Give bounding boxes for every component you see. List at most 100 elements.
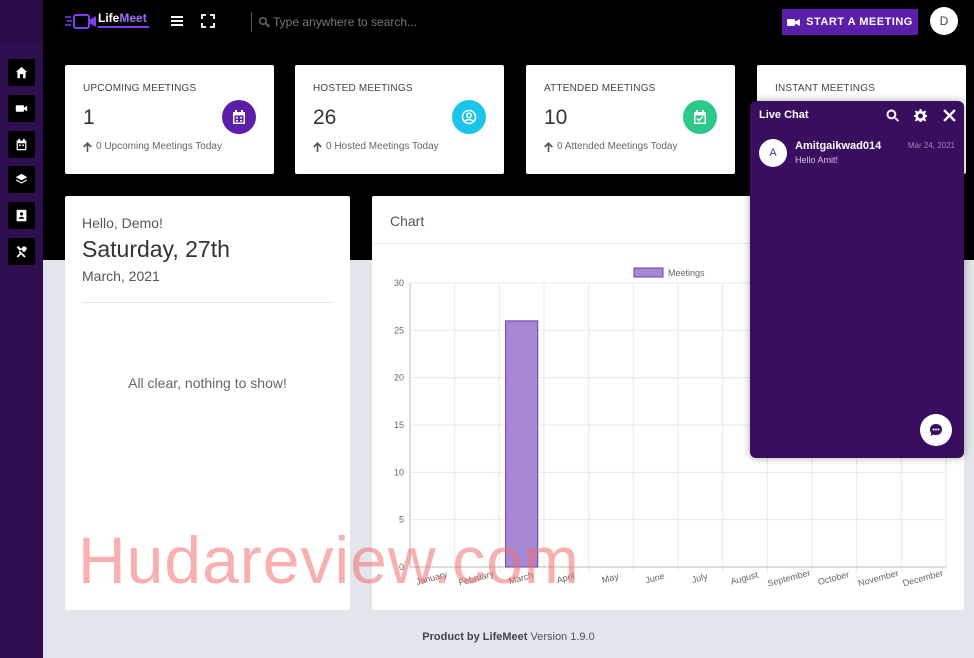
chat-avatar: A	[759, 139, 787, 167]
stat-value: 10	[544, 106, 568, 129]
logo-underline	[98, 26, 149, 28]
x-tick-label: May	[601, 571, 620, 585]
gear-icon	[914, 109, 927, 122]
live-chat-title: Live Chat	[759, 109, 809, 121]
stat-sub: 0 Hosted Meetings Today	[313, 141, 439, 152]
y-tick-label: 30	[394, 278, 404, 288]
stat-label: HOSTED MEETINGS	[313, 83, 413, 94]
footer-version: Version 1.9.0	[530, 631, 595, 643]
close-icon	[943, 109, 956, 122]
stat-sub-text: 0 Hosted Meetings Today	[326, 141, 439, 152]
legend-swatch	[633, 267, 664, 278]
topbar-separator	[251, 12, 252, 32]
live-chat-panel: Live Chat A Amitgaikwad014 Hello Amit! M…	[750, 101, 964, 458]
layers-icon	[15, 173, 28, 184]
sidebar-item-tools[interactable]	[8, 238, 35, 265]
x-tick-label: April	[556, 571, 576, 585]
y-tick-label: 15	[394, 420, 404, 430]
logo-text-a: Life	[98, 11, 120, 25]
watermark: Hudareview.com	[78, 523, 580, 597]
logo-text: LifeMeet	[98, 11, 147, 25]
footer: Product by LifeMeet Version 1.9.0	[43, 631, 974, 643]
menu-toggle-icon[interactable]	[170, 14, 184, 28]
arrow-up-icon	[83, 141, 92, 152]
x-tick-label: September	[766, 568, 811, 589]
user-avatar[interactable]: D	[930, 7, 958, 35]
y-tick-label: 0	[399, 562, 404, 572]
legend-label: Meetings	[668, 268, 705, 278]
chat-bubble-icon	[930, 424, 942, 436]
stat-sub-text: 0 Upcoming Meetings Today	[96, 141, 222, 152]
greeting-hello: Hello, Demo!	[82, 215, 163, 231]
sidebar-item-home[interactable]	[8, 59, 35, 86]
chat-search-button[interactable]	[886, 109, 899, 122]
search-bar	[258, 12, 498, 32]
x-tick-label: December	[902, 568, 945, 588]
chat-message[interactable]: A Amitgaikwad014 Hello Amit! Mar 24, 202…	[759, 139, 955, 169]
camera-icon	[787, 18, 801, 26]
x-tick-label: July	[691, 571, 710, 585]
stat-sub-text: 0 Attended Meetings Today	[557, 141, 678, 152]
search-icon	[259, 17, 270, 28]
stat-card-hosted: HOSTED MEETINGS 26 0 Hosted Meetings Tod…	[295, 65, 504, 174]
greeting-card: Hello, Demo! Saturday, 27th March, 2021 …	[65, 196, 350, 610]
stat-card-attended: ATTENDED MEETINGS 10 0 Attended Meetings…	[526, 65, 735, 174]
stat-icon-badge	[452, 100, 486, 134]
empty-state-text: All clear, nothing to show!	[128, 375, 287, 391]
start-meeting-label: START A MEETING	[806, 16, 913, 28]
greeting-month: March, 2021	[82, 268, 160, 284]
contact-book-icon	[16, 209, 27, 222]
arrow-up-icon	[544, 141, 553, 152]
logo-text-b: Meet	[119, 11, 147, 25]
x-tick-label: November	[857, 568, 900, 588]
stat-value: 26	[313, 106, 337, 129]
stat-card-upcoming: UPCOMING MEETINGS 1 0 Upcoming Meetings …	[65, 65, 274, 174]
chat-sender-name: Amitgaikwad014	[795, 140, 882, 152]
stat-sub: 0 Attended Meetings Today	[544, 141, 677, 152]
sidebar-item-meetings[interactable]	[8, 95, 35, 122]
search-icon	[886, 109, 899, 122]
stat-label: INSTANT MEETINGS	[775, 83, 876, 94]
tools-icon	[16, 245, 27, 258]
user-circle-icon	[461, 109, 477, 125]
new-chat-button[interactable]	[920, 414, 952, 446]
x-tick-label: August	[729, 570, 759, 587]
stat-value: 1	[83, 106, 95, 129]
y-tick-label: 25	[394, 325, 404, 335]
chat-message-text: Hello Amit!	[795, 155, 839, 165]
fullscreen-icon[interactable]	[201, 14, 215, 28]
logo[interactable]: LifeMeet	[65, 10, 153, 32]
chart-divider	[372, 243, 964, 244]
sidebar-item-layers[interactable]	[8, 166, 35, 193]
calendar-icon	[16, 138, 27, 151]
sidebar-header	[0, 0, 43, 44]
search-input[interactable]	[273, 15, 473, 29]
y-tick-label: 20	[394, 373, 404, 383]
logo-camera-icon	[65, 14, 96, 29]
camera-icon	[15, 105, 28, 112]
greeting-divider	[82, 302, 333, 303]
sidebar-item-calendar[interactable]	[8, 131, 35, 158]
stat-sub: 0 Upcoming Meetings Today	[83, 141, 222, 152]
chat-close-button[interactable]	[943, 109, 956, 122]
topbar: LifeMeet START A MEETING D	[43, 0, 974, 44]
stat-label: UPCOMING MEETINGS	[83, 83, 197, 94]
start-meeting-button[interactable]: START A MEETING	[782, 9, 918, 35]
chat-message-date: Mar 24, 2021	[907, 141, 955, 150]
sidebar-item-contacts[interactable]	[8, 202, 35, 229]
arrow-up-icon	[313, 141, 322, 152]
sidebar	[0, 0, 43, 658]
calendar-icon	[233, 110, 245, 124]
x-tick-label: June	[644, 571, 665, 586]
chart-title: Chart	[390, 213, 425, 229]
stat-icon-badge	[222, 100, 256, 134]
greeting-day: Saturday, 27th	[82, 236, 230, 262]
stat-icon-badge	[683, 100, 717, 134]
stat-label: ATTENDED MEETINGS	[544, 83, 656, 94]
bar-march	[505, 320, 539, 568]
chat-settings-button[interactable]	[914, 109, 927, 122]
calendar-check-icon	[694, 110, 706, 124]
x-tick-label: October	[817, 569, 851, 587]
home-icon	[15, 66, 28, 79]
